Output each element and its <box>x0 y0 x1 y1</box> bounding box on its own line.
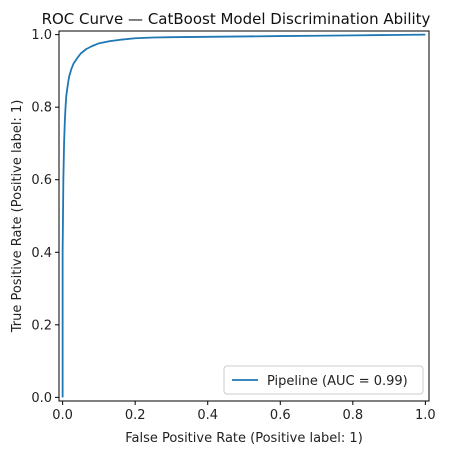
y-tick-label: 0.0 <box>31 391 52 406</box>
x-tick-label: 0.0 <box>52 408 73 423</box>
roc-curve-line <box>61 33 426 398</box>
x-tick-label: 0.8 <box>342 408 363 423</box>
plot-area <box>58 30 430 402</box>
y-axis: 0.0 0.2 0.4 0.6 0.8 1.0 <box>31 28 59 406</box>
x-tick-label: 0.2 <box>125 408 146 423</box>
legend-box <box>223 365 424 395</box>
plot-frame <box>58 30 430 402</box>
y-tick-label: 0.4 <box>31 246 52 261</box>
y-tick-label: 0.6 <box>31 173 52 188</box>
y-tick-label: 0.8 <box>31 101 52 116</box>
series-layer <box>61 33 426 398</box>
x-tick-label: 1.0 <box>415 408 436 423</box>
legend: Pipeline (AUC = 0.99) <box>223 365 424 395</box>
x-axis: 0.0 0.2 0.4 0.6 0.8 1.0 <box>52 401 436 423</box>
x-tick-label: 0.4 <box>197 408 218 423</box>
x-tick-label: 0.6 <box>270 408 291 423</box>
legend-label: Pipeline (AUC = 0.99) <box>267 374 408 389</box>
x-axis-label: False Positive Rate (Positive label: 1) <box>125 431 363 446</box>
y-tick-label: 1.0 <box>31 28 52 43</box>
chart-title: ROC Curve — CatBoost Model Discriminatio… <box>42 10 431 28</box>
y-axis-label: True Positive Rate (Positive label: 1) <box>10 100 25 334</box>
y-tick-label: 0.2 <box>31 318 52 333</box>
